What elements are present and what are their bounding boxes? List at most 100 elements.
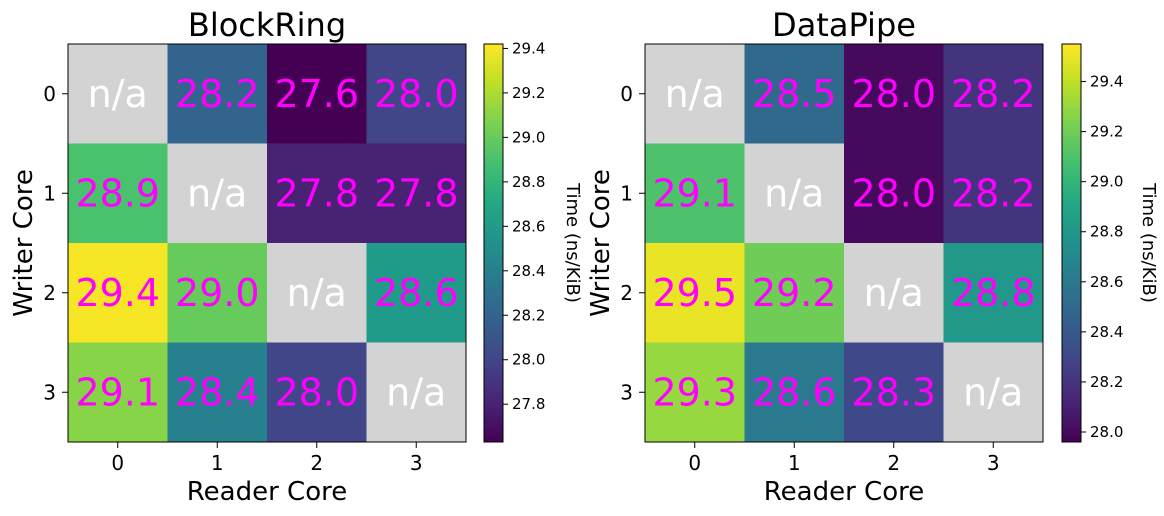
colorbar-tick-label: 28.0 (512, 351, 545, 369)
x-axis-label: Reader Core (187, 477, 347, 507)
heatmap-cell (167, 342, 268, 443)
x-tick-label: 3 (987, 451, 1000, 475)
cell-value-label: n/a (665, 72, 725, 116)
heatmap-cell (744, 44, 845, 144)
heatmap-cell (744, 243, 845, 343)
y-tick-label: 3 (620, 380, 633, 404)
cell-value-label: 29.4 (75, 271, 160, 315)
x-tick-label: 3 (410, 451, 423, 475)
colorbar-tick-label: 28.8 (1090, 223, 1123, 241)
y-tick-label: 1 (620, 181, 633, 205)
heatmap-cell (645, 243, 745, 343)
heatmap-cell (267, 243, 367, 343)
heatmap-cell (645, 342, 745, 443)
colorbar-tick-label: 29.2 (512, 84, 545, 102)
colorbar-tick-label: 28.4 (512, 262, 545, 280)
heatmap-cell (167, 44, 268, 144)
colorbar-tick-label: 29.0 (512, 128, 545, 146)
cell-value-label: 29.1 (652, 171, 737, 215)
y-tick-label: 2 (620, 281, 633, 305)
heatmap-cell (267, 143, 367, 244)
colorbar-tick-label: 28.0 (1090, 423, 1123, 441)
colorbar-tick-label: 27.8 (512, 395, 545, 413)
heatmap-cell (366, 143, 467, 244)
cell-value-label: 28.4 (175, 370, 260, 414)
heatmap-cell (167, 143, 268, 244)
y-tick-label: 0 (620, 82, 633, 106)
cell-value-label: 28.5 (752, 72, 837, 116)
x-tick-label: 0 (688, 451, 701, 475)
heatmap-cell (943, 44, 1044, 144)
cell-value-label: 29.2 (752, 271, 837, 315)
cell-value-label: 28.2 (951, 72, 1036, 116)
cell-value-label: 28.6 (374, 271, 459, 315)
heatmap-cell (167, 243, 268, 343)
cell-value-label: 28.3 (851, 370, 936, 414)
colorbar (483, 43, 504, 443)
heatmap-cell (366, 44, 467, 144)
y-tick-label: 2 (43, 281, 56, 305)
colorbar-tick-label: 29.4 (1090, 73, 1123, 91)
cell-value-label: 29.5 (652, 271, 737, 315)
cell-value-label: n/a (963, 370, 1023, 414)
y-tick-label: 1 (43, 181, 56, 205)
x-axis-label: Reader Core (764, 477, 924, 507)
cell-value-label: n/a (187, 171, 247, 215)
colorbar-tick-label: 29.2 (1090, 123, 1123, 141)
cell-value-label: 28.2 (175, 72, 260, 116)
heatmap-cell (68, 44, 168, 144)
cell-value-label: 28.0 (274, 370, 359, 414)
x-tick-label: 1 (788, 451, 801, 475)
colorbar (1061, 43, 1082, 443)
cell-value-label: 27.6 (274, 72, 359, 116)
heatmap-cell (943, 243, 1044, 343)
cell-value-label: 29.0 (175, 271, 260, 315)
cell-value-label: 29.3 (652, 370, 737, 414)
cell-value-label: 28.9 (75, 171, 160, 215)
heatmap-cell (645, 143, 745, 244)
colorbar-tick-label: 28.6 (512, 217, 545, 235)
colorbar-tick-label: 29.0 (1090, 173, 1123, 191)
heatmap-cell (844, 143, 944, 244)
heatmap-cell (366, 243, 467, 343)
heatmap-cell (68, 243, 168, 343)
colorbar-label: Time (ns/KiB) (562, 182, 583, 303)
cell-value-label: n/a (88, 72, 148, 116)
x-tick-label: 2 (310, 451, 323, 475)
colorbar-tick-label: 28.2 (512, 306, 545, 324)
heatmap-cell (645, 44, 745, 144)
heatmap-cell (366, 342, 467, 443)
y-axis-label: Writer Core (586, 169, 616, 317)
heatmap-cell (844, 44, 944, 144)
heatmap-cell (744, 342, 845, 443)
cell-value-label: n/a (287, 271, 347, 315)
heatmap-panel-datapipe: DataPipe n/a 28.5 28.0 28.2 29.1 n/a 28.0 28.2 29… (586, 6, 1159, 507)
cell-value-label: n/a (386, 370, 446, 414)
heatmap-cell (267, 342, 367, 443)
cell-value-label: 27.8 (274, 171, 359, 215)
cell-value-label: 28.8 (951, 271, 1036, 315)
heatmap-cell (744, 143, 845, 244)
x-tick-label: 2 (887, 451, 900, 475)
cell-value-label: 27.8 (374, 171, 459, 215)
cell-value-label: 28.0 (374, 72, 459, 116)
heatmap-cell (267, 44, 367, 144)
heatmap-cell (844, 342, 944, 443)
colorbar-tick-label: 28.4 (1090, 323, 1123, 341)
heatmap-cell (844, 243, 944, 343)
cell-value-label: 28.0 (851, 171, 936, 215)
chart-title: DataPipe (772, 6, 916, 44)
colorbar-tick-label: 28.6 (1090, 273, 1123, 291)
heatmap-frame (67, 43, 467, 443)
colorbar-label: Time (ns/KiB) (1138, 182, 1159, 303)
colorbar-tick-label: 28.2 (1090, 373, 1123, 391)
heatmap-panel-blockring: BlockRing n/a 28.2 27.6 28.0 28.9 n/a 27.8 27.8 2… (9, 6, 583, 507)
heatmap-cell (68, 143, 168, 244)
cell-value-label: 28.2 (951, 171, 1036, 215)
x-tick-label: 0 (111, 451, 124, 475)
heatmap-frame (644, 43, 1044, 443)
cell-value-label: 28.6 (752, 370, 837, 414)
chart-title: BlockRing (188, 6, 346, 44)
cell-value-label: 29.1 (75, 370, 160, 414)
